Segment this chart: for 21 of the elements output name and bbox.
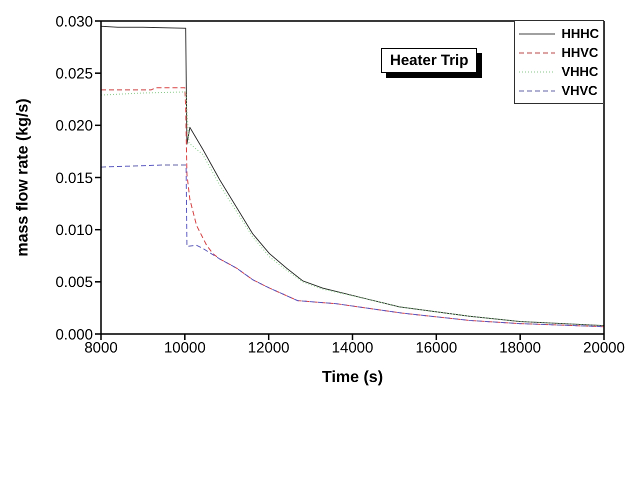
x-tick-label: 18000 <box>499 340 542 357</box>
y-axis-title: mass flow rate (kg/s) <box>14 98 32 257</box>
legend-label: VHHC <box>561 64 598 79</box>
y-tick-label: 0.005 <box>55 274 93 292</box>
legend-label: HHVC <box>561 45 598 60</box>
x-tick-label: 20000 <box>583 340 625 357</box>
y-tick-label: 0.015 <box>55 170 93 187</box>
y-tick-label: 0.030 <box>55 13 93 30</box>
x-tick-label: 10000 <box>164 340 206 357</box>
legend-label: VHVC <box>561 83 598 98</box>
x-tick-label: 14000 <box>332 340 374 357</box>
line-series <box>101 26 604 326</box>
x-tick-label: 16000 <box>415 340 458 357</box>
annotation: Heater Trip <box>381 48 478 73</box>
x-axis-title: Time (s) <box>322 369 384 386</box>
legend-label: HHHC <box>561 26 599 41</box>
y-tick-label: 0.020 <box>55 118 93 135</box>
y-tick-label: 0.010 <box>55 222 93 239</box>
y-tick-label: 0.025 <box>55 65 93 82</box>
line-series <box>101 164 604 328</box>
x-tick-label: 12000 <box>248 340 290 357</box>
